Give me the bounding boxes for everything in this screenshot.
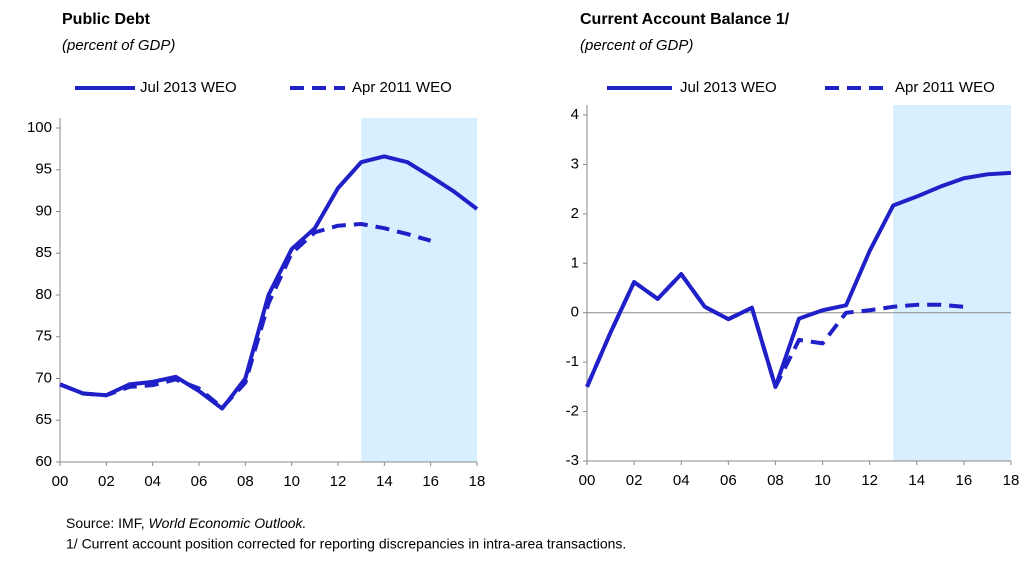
x-tick-label: 02 [98, 473, 115, 490]
y-tick-label: 80 [35, 286, 52, 303]
y-tick-label: 100 [27, 119, 52, 136]
footnote: 1/ Current account position corrected fo… [66, 536, 626, 552]
legend-label: Apr 2011 WEO [352, 79, 452, 96]
x-tick-label: 16 [956, 472, 973, 489]
y-tick-label: 60 [35, 453, 52, 470]
y-tick-label: 75 [35, 328, 52, 345]
source-title: World Economic Outlook. [148, 515, 306, 531]
y-tick-label: 85 [35, 244, 52, 261]
y-tick-label: 0 [571, 304, 579, 321]
x-tick-label: 00 [579, 472, 596, 489]
x-tick-label: 18 [469, 473, 486, 490]
y-tick-label: -3 [566, 452, 579, 469]
y-tick-label: 90 [35, 202, 52, 219]
x-tick-label: 12 [330, 473, 347, 490]
x-tick-label: 06 [720, 472, 737, 489]
chart-subtitle: (percent of GDP) [580, 37, 693, 54]
forecast-shade [893, 105, 1011, 461]
y-tick-label: 2 [571, 205, 579, 222]
series-line [585, 272, 965, 389]
legend-label: Apr 2011 WEO [895, 79, 995, 96]
x-tick-label: 16 [422, 473, 439, 490]
y-tick-label: 3 [571, 155, 579, 172]
source-prefix: Source: IMF, [66, 515, 148, 531]
series-line [59, 222, 432, 410]
legend-label: Jul 2013 WEO [680, 79, 777, 96]
chart-title: Public Debt [62, 11, 151, 28]
x-tick-label: 10 [283, 473, 300, 490]
chart-subtitle: (percent of GDP) [62, 37, 175, 54]
x-tick-label: 10 [814, 472, 831, 489]
y-tick-label: 65 [35, 411, 52, 428]
y-tick-label: 70 [35, 369, 52, 386]
x-tick-label: 04 [673, 472, 690, 489]
x-tick-label: 06 [191, 473, 208, 490]
y-tick-label: 95 [35, 161, 52, 178]
series-line [59, 154, 479, 411]
x-tick-label: 00 [52, 473, 69, 490]
x-tick-label: 14 [376, 473, 393, 490]
x-tick-label: 08 [237, 473, 254, 490]
y-tick-label: -1 [566, 353, 579, 370]
chart-title: Current Account Balance 1/ [580, 11, 790, 28]
x-tick-label: 04 [144, 473, 161, 490]
forecast-shade [361, 118, 477, 462]
x-tick-label: 08 [767, 472, 784, 489]
x-tick-label: 02 [626, 472, 643, 489]
x-tick-label: 18 [1003, 472, 1020, 489]
y-tick-label: 1 [571, 254, 579, 271]
y-tick-label: -2 [566, 403, 579, 420]
x-tick-label: 14 [908, 472, 925, 489]
y-tick-label: 4 [571, 106, 579, 123]
x-tick-label: 12 [861, 472, 878, 489]
source-note: Source: IMF, World Economic Outlook. [66, 515, 306, 531]
legend-label: Jul 2013 WEO [140, 79, 237, 96]
